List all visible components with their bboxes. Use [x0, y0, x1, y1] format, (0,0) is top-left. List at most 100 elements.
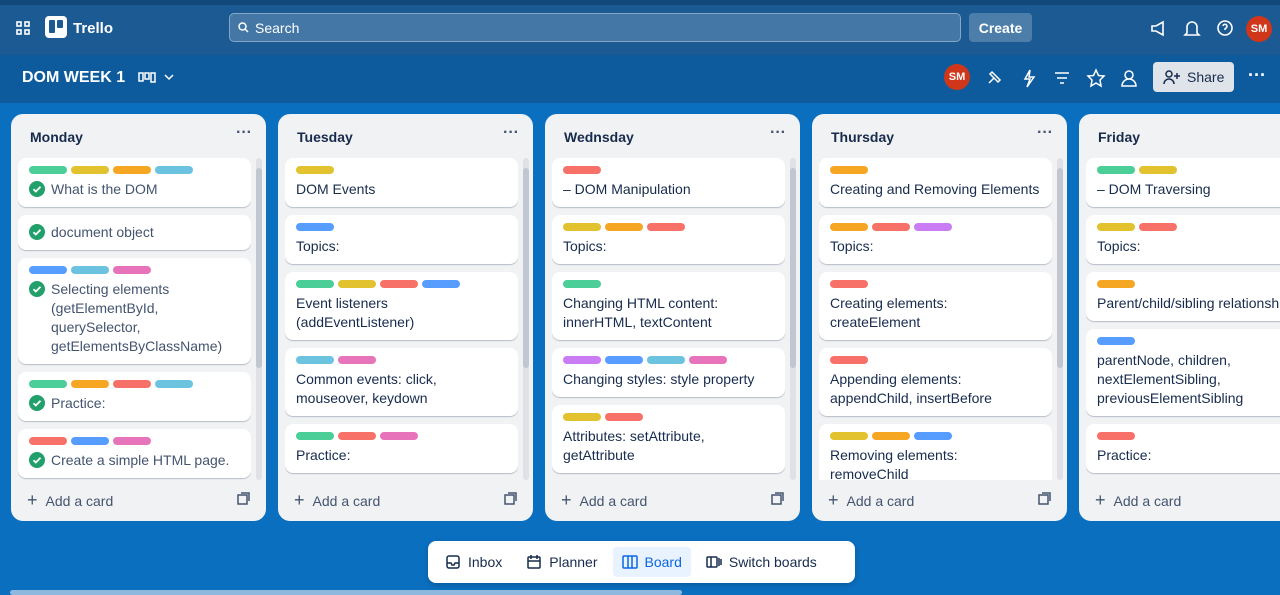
add-card[interactable]: + Add a card — [27, 490, 114, 510]
label[interactable] — [563, 413, 601, 421]
label[interactable] — [338, 280, 376, 288]
done-check[interactable] — [29, 224, 45, 240]
card[interactable]: parentNode, children, nextElementSibling… — [1086, 329, 1280, 416]
label[interactable] — [1097, 166, 1135, 174]
app-name[interactable]: Trello — [73, 20, 114, 37]
label[interactable] — [872, 223, 910, 231]
add-card[interactable]: + Add a card — [294, 490, 381, 510]
card[interactable]: Removing elements: removeChild — [819, 424, 1052, 480]
template-icon[interactable] — [504, 492, 517, 510]
label[interactable] — [1097, 280, 1135, 288]
label[interactable] — [563, 280, 601, 288]
label[interactable] — [563, 166, 601, 174]
list-title[interactable]: Thursday — [831, 129, 895, 145]
label[interactable] — [422, 280, 460, 288]
add-card[interactable]: + Add a card — [561, 490, 648, 510]
label[interactable] — [29, 166, 67, 174]
card[interactable]: Topics: — [819, 215, 1052, 264]
card[interactable]: DOM Events — [285, 158, 518, 207]
list-menu[interactable]: ··· — [236, 124, 252, 141]
label[interactable] — [380, 432, 418, 440]
done-check[interactable] — [29, 395, 45, 411]
template-icon[interactable] — [237, 492, 250, 510]
label[interactable] — [647, 356, 685, 364]
label[interactable] — [605, 356, 643, 364]
label[interactable] — [563, 356, 601, 364]
list-title[interactable]: Friday — [1098, 129, 1141, 145]
list-title[interactable]: Monday — [30, 129, 83, 145]
card[interactable]: Changing HTML content: innerHTML, textCo… — [552, 272, 785, 340]
label[interactable] — [338, 432, 376, 440]
label[interactable] — [563, 223, 601, 231]
nav-item[interactable]: Switch boards — [697, 547, 826, 577]
label[interactable] — [1097, 337, 1135, 345]
board-title[interactable]: DOM WEEK 1 — [22, 69, 126, 86]
label[interactable] — [830, 432, 868, 440]
card[interactable]: What is the DOM — [18, 158, 251, 207]
template-icon[interactable] — [771, 492, 784, 510]
done-check[interactable] — [29, 181, 45, 197]
label[interactable] — [296, 280, 334, 288]
label[interactable] — [113, 266, 151, 274]
card[interactable]: Practice: — [18, 372, 251, 421]
label[interactable] — [914, 223, 952, 231]
label[interactable] — [830, 166, 868, 174]
nav-item[interactable]: Planner — [517, 547, 606, 577]
nav-item[interactable]: Inbox — [436, 547, 511, 577]
label[interactable] — [1139, 166, 1177, 174]
create-button[interactable]: Create — [969, 13, 1032, 42]
card[interactable]: Event listeners (addEventListener) — [285, 272, 518, 340]
label[interactable] — [872, 432, 910, 440]
list-menu[interactable]: ··· — [770, 124, 786, 141]
label[interactable] — [29, 437, 67, 445]
card[interactable]: Appending elements: appendChild, insertB… — [819, 348, 1052, 416]
label[interactable] — [296, 223, 334, 231]
list-title[interactable]: Wednsday — [564, 129, 634, 145]
label[interactable] — [689, 356, 727, 364]
card[interactable]: Attributes: setAttribute, getAttribute — [552, 405, 785, 473]
template-icon[interactable] — [1038, 492, 1051, 510]
add-card[interactable]: + Add a card — [1095, 490, 1182, 510]
label[interactable] — [830, 280, 868, 288]
card[interactable]: Creating and Removing Elements — [819, 158, 1052, 207]
add-card[interactable]: + Add a card — [828, 490, 915, 510]
label[interactable] — [1097, 432, 1135, 440]
label[interactable] — [830, 223, 868, 231]
list-menu[interactable]: ··· — [1037, 124, 1053, 141]
done-check[interactable] — [29, 281, 45, 297]
more-menu[interactable]: ··· — [1248, 65, 1266, 85]
list-title[interactable]: Tuesday — [297, 129, 353, 145]
card[interactable]: – DOM Manipulation — [552, 158, 785, 207]
label[interactable] — [914, 432, 952, 440]
view-switcher[interactable] — [138, 70, 178, 86]
done-check[interactable] — [29, 452, 45, 468]
label[interactable] — [1139, 223, 1177, 231]
label[interactable] — [155, 380, 193, 388]
card[interactable]: Parent/child/sibling relationships — [1086, 272, 1280, 321]
card[interactable]: Create a simple HTML page. — [18, 429, 251, 478]
label[interactable] — [296, 432, 334, 440]
card[interactable]: document object — [18, 215, 251, 250]
card[interactable]: Selecting elements (getElementById, quer… — [18, 258, 251, 364]
card[interactable]: Common events: click, mouseover, keydown — [285, 348, 518, 416]
label[interactable] — [338, 356, 376, 364]
card[interactable]: Creating elements: createElement — [819, 272, 1052, 340]
label[interactable] — [71, 437, 109, 445]
card[interactable]: Topics: — [1086, 215, 1280, 264]
label[interactable] — [113, 380, 151, 388]
label[interactable] — [605, 413, 643, 421]
label[interactable] — [71, 266, 109, 274]
apps-icon[interactable] — [16, 21, 30, 35]
card[interactable]: Topics: — [552, 215, 785, 264]
card[interactable]: Practice: — [1086, 424, 1280, 473]
list-menu[interactable]: ··· — [503, 124, 519, 141]
label[interactable] — [380, 280, 418, 288]
share-button[interactable]: Share — [1153, 62, 1234, 92]
nav-item[interactable]: Board — [612, 547, 691, 577]
label[interactable] — [29, 266, 67, 274]
card[interactable]: Changing styles: style property — [552, 348, 785, 397]
label[interactable] — [1097, 223, 1135, 231]
label[interactable] — [71, 380, 109, 388]
label[interactable] — [296, 356, 334, 364]
label[interactable] — [29, 380, 67, 388]
